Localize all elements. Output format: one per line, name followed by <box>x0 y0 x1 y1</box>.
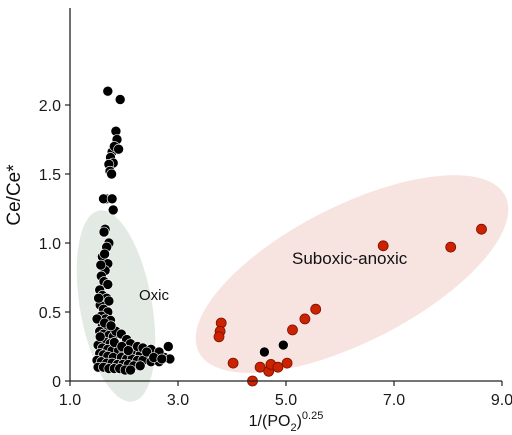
x-axis-title-superscript: 0.25 <box>302 410 323 422</box>
y-tick-label: 1.5 <box>39 167 61 184</box>
oxic-point <box>259 346 270 358</box>
oxic-point <box>95 259 107 271</box>
oxic-point <box>93 292 104 304</box>
y-tick-label: 0 <box>52 374 61 391</box>
x-axis-title: 1/(PO2)0.25 <box>249 410 324 434</box>
y-tick-label: 0.5 <box>39 305 61 322</box>
oxic-point <box>106 168 117 180</box>
suboxic-point <box>227 357 239 369</box>
oxic-point <box>134 360 146 372</box>
oxic-point <box>102 279 114 290</box>
x-tick-label: 9.0 <box>491 392 512 409</box>
oxic-point <box>98 226 110 238</box>
suboxic-point <box>310 303 322 315</box>
oxic-point <box>156 353 168 365</box>
suboxic-point <box>254 361 266 373</box>
suboxic-point <box>272 361 284 373</box>
suboxic-point <box>445 241 457 253</box>
oxic-point <box>141 346 152 358</box>
oxic-point <box>103 295 115 307</box>
y-tick-label: 2.0 <box>39 98 61 115</box>
axis-ticks: 1.0 3.0 5.0 7.0 9.0 0 0.5 1.0 1.5 2.0 <box>39 98 512 409</box>
oxic-point <box>123 345 134 356</box>
suboxic-point <box>299 313 311 325</box>
y-tick-label: 1.0 <box>39 236 61 253</box>
oxic-point <box>113 143 124 155</box>
oxic-point <box>114 94 126 105</box>
x-tick-label: 7.0 <box>383 392 405 409</box>
oxic-point <box>163 341 174 352</box>
oxic-point <box>102 85 114 97</box>
x-axis-title-close: ) <box>297 413 302 430</box>
suboxic-point <box>281 357 293 369</box>
oxic-point <box>125 364 136 376</box>
x-tick-label: 5.0 <box>275 392 297 409</box>
suboxic-region-ellipse <box>195 175 509 373</box>
x-axis-title-main: 1/(PO <box>249 413 291 430</box>
oxic-point <box>107 204 119 216</box>
suboxic-point <box>287 324 298 336</box>
suboxic-annotation: Suboxic-anoxic <box>292 249 408 268</box>
y-axis-title: Ce/Ce* <box>4 164 25 226</box>
oxic-region-ellipse <box>76 210 156 402</box>
data-points <box>91 85 487 387</box>
suboxic-point <box>377 240 389 252</box>
oxic-point <box>105 320 117 332</box>
x-axis-title-subscript: 2 <box>290 422 296 434</box>
suboxic-point <box>213 331 225 343</box>
oxic-point <box>99 248 110 260</box>
suboxic-point <box>476 223 487 235</box>
x-tick-label: 3.0 <box>167 392 189 409</box>
oxic-point <box>94 331 106 343</box>
oxic-annotation: Oxic <box>139 287 170 304</box>
oxic-point <box>277 339 289 351</box>
x-tick-label: 1.0 <box>59 392 81 409</box>
oxic-point <box>106 193 118 205</box>
